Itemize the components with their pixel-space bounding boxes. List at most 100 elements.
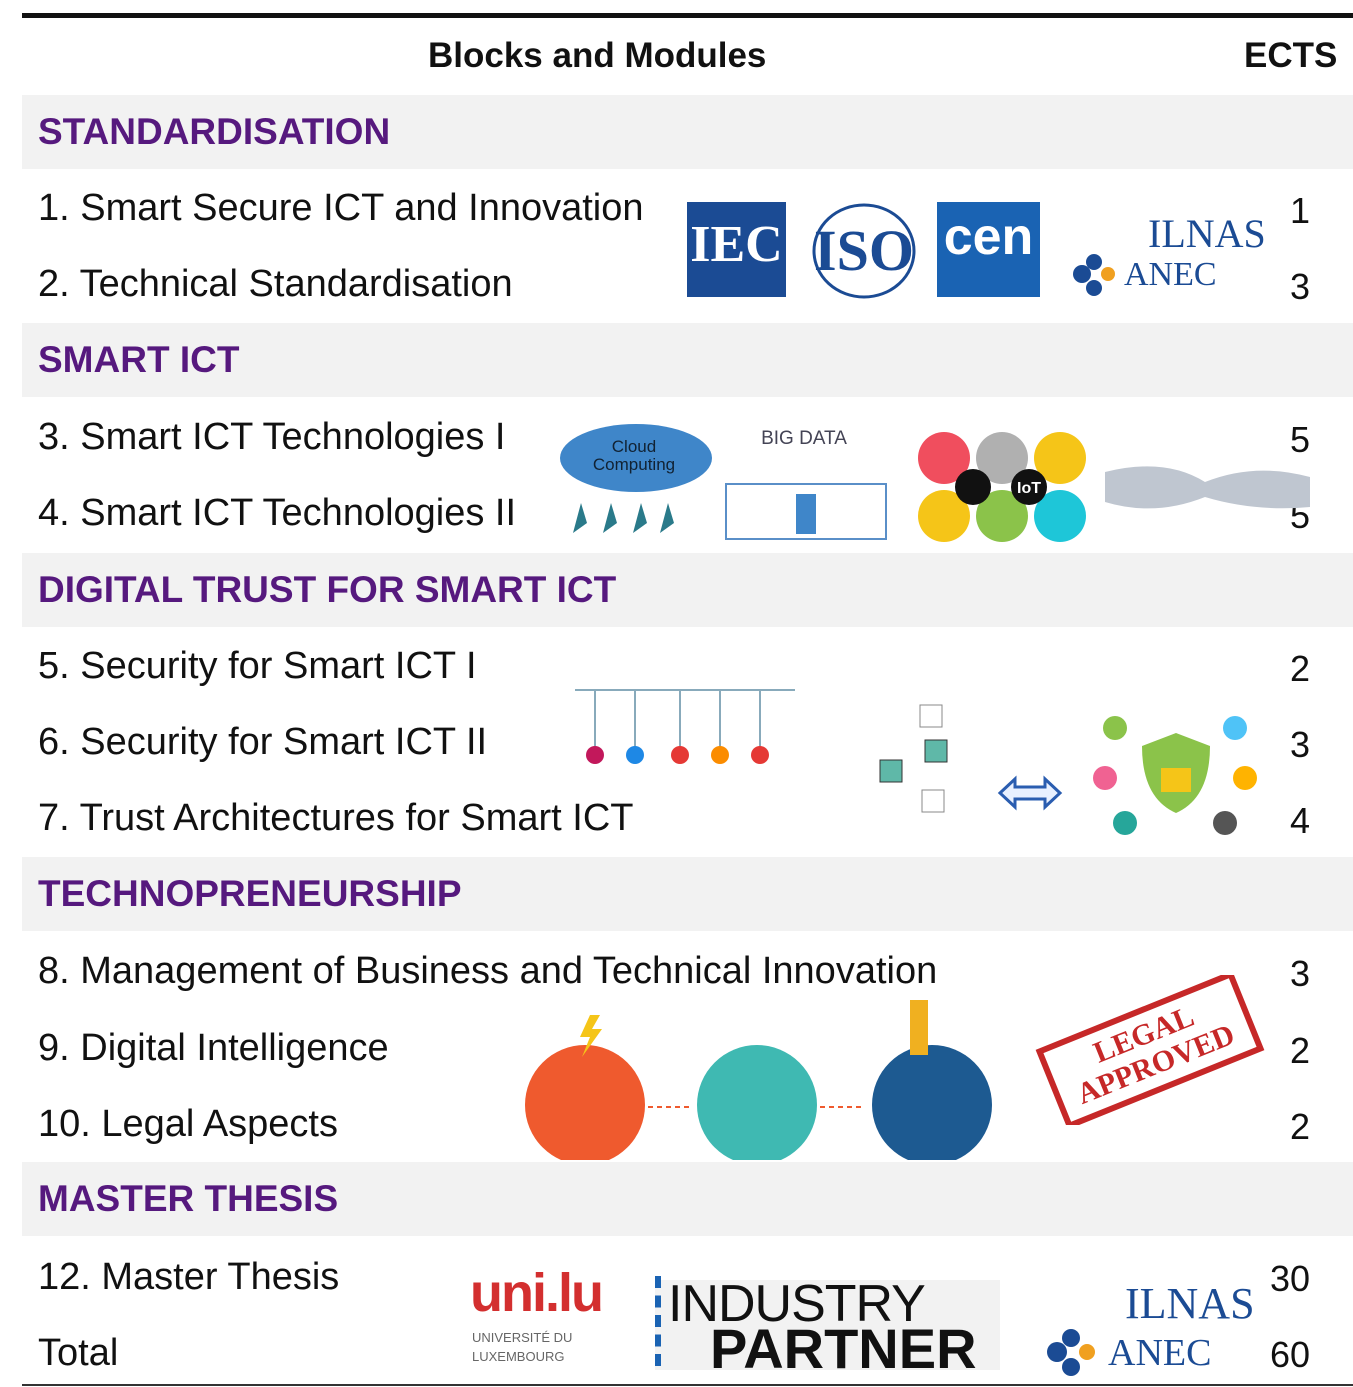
- icon: [1113, 811, 1137, 835]
- cube: [879, 759, 903, 783]
- section-title: TECHNOPRENEURSHIP: [38, 873, 462, 914]
- icon: [1034, 432, 1086, 484]
- module-ects: 2: [1289, 1030, 1310, 1071]
- module-ects: 60: [1269, 1334, 1310, 1375]
- bolt: [580, 1015, 602, 1057]
- dot: [1086, 280, 1102, 296]
- module-name: 8. Management of Business and Technical …: [38, 950, 938, 992]
- logo-background: [655, 1280, 1000, 1370]
- module-ects: 3: [1289, 266, 1310, 307]
- section-header: MASTER THESIS: [22, 1162, 1353, 1236]
- icon: [976, 490, 1028, 542]
- globe: [812, 203, 916, 299]
- module-name: 3. Smart ICT Technologies I: [38, 416, 506, 458]
- section-header: SMART ICT: [22, 323, 1353, 397]
- module-ects: 30: [1269, 1258, 1310, 1299]
- cube: [919, 704, 943, 728]
- module-name: 6. Security for Smart ICT II: [38, 721, 488, 763]
- dot: [1086, 254, 1102, 270]
- module-name: 2. Technical Standardisation: [38, 263, 513, 305]
- section-header: TECHNOPRENEURSHIP: [22, 857, 1353, 931]
- logo: ANEC: [1108, 1332, 1212, 1374]
- top-rule: [22, 13, 1353, 18]
- module-name: 7. Trust Architectures for Smart ICT: [38, 797, 634, 839]
- section-title: STANDARDISATION: [38, 111, 391, 152]
- logo-text: IoT: [1017, 480, 1041, 497]
- illustration: [725, 483, 887, 540]
- dot: [1062, 1358, 1080, 1376]
- module-ects: 5: [1289, 419, 1310, 460]
- icon: [1213, 811, 1237, 835]
- icon: [1093, 766, 1117, 790]
- logo: cen: [937, 202, 1040, 297]
- logo: ILNAS: [1125, 1279, 1255, 1328]
- module-name: 1. Smart Secure ICT and Innovation: [38, 187, 644, 229]
- blockchain-image: [879, 704, 1063, 813]
- person: [626, 746, 644, 764]
- logo-text: LUXEMBOURG: [472, 1349, 565, 1364]
- cloud: [560, 424, 712, 492]
- network-image: [575, 689, 795, 764]
- logo-text: Computing: [593, 455, 675, 474]
- logo-text: BIG DATA: [761, 428, 847, 449]
- cloud-image: Cloud Computing: [560, 424, 712, 533]
- module-name: 9. Digital Intelligence: [38, 1027, 389, 1069]
- handshake-image: [1105, 466, 1310, 509]
- icon: [918, 432, 970, 484]
- icon: [1233, 766, 1257, 790]
- lines: [575, 689, 795, 750]
- section-title: MASTER THESIS: [38, 1178, 339, 1219]
- logo-text: Cloud: [612, 437, 656, 456]
- module-name: Total: [38, 1332, 119, 1374]
- logo: IEC: [687, 202, 786, 297]
- innovation-image: [525, 1000, 992, 1160]
- icon: [1011, 469, 1047, 505]
- anec-mark: [1047, 1329, 1095, 1376]
- stage: [697, 1045, 817, 1160]
- logo-bar: [655, 1276, 667, 1366]
- stamp: LEGAL APPROVED: [1035, 975, 1265, 1125]
- section-header: DIGITAL TRUST FOR SMART ICT: [22, 553, 1353, 627]
- dot: [1079, 1344, 1095, 1360]
- section-header: STANDARDISATION: [22, 95, 1353, 169]
- illustration: [796, 494, 816, 534]
- person: [586, 746, 604, 764]
- dot: [1101, 267, 1115, 281]
- hand: [910, 1000, 928, 1055]
- dot: [1073, 265, 1091, 283]
- person: [671, 746, 689, 764]
- cube: [921, 789, 945, 813]
- module-name: 4. Smart ICT Technologies II: [38, 492, 517, 534]
- stamp-image: LEGAL APPROVED: [1035, 975, 1265, 1125]
- arrow: [997, 775, 1063, 811]
- logo: ANEC: [1124, 256, 1217, 293]
- cube: [924, 739, 948, 763]
- person: [711, 746, 729, 764]
- anec-mark: [1073, 254, 1115, 296]
- logo-text: INDUSTRY: [668, 1275, 926, 1333]
- dot: [1047, 1342, 1067, 1362]
- stamp-border: [1035, 975, 1265, 1125]
- icon: [955, 469, 991, 505]
- stage: [872, 1045, 992, 1160]
- person: [751, 746, 769, 764]
- rain: [573, 503, 674, 533]
- module-name: 10. Legal Aspects: [38, 1103, 338, 1145]
- module-ects: 1: [1289, 190, 1310, 231]
- module-name: 5. Security for Smart ICT I: [38, 645, 477, 687]
- lock: [1161, 768, 1191, 792]
- module-ects: 4: [1289, 800, 1310, 841]
- logo-text: UNIVERSITÉ DU: [472, 1330, 573, 1345]
- bigdata-image: BIG DATA: [725, 428, 887, 540]
- icon: [976, 432, 1028, 484]
- section-title: DIGITAL TRUST FOR SMART ICT: [38, 569, 617, 610]
- module-name: 12. Master Thesis: [38, 1256, 340, 1298]
- header-ects: ECTS: [1244, 36, 1338, 75]
- module-ects: 2: [1289, 1106, 1310, 1147]
- stage: [525, 1045, 645, 1160]
- shield-image: [1093, 716, 1257, 835]
- module-ects: 3: [1289, 724, 1310, 765]
- header-title: Blocks and Modules: [428, 36, 767, 75]
